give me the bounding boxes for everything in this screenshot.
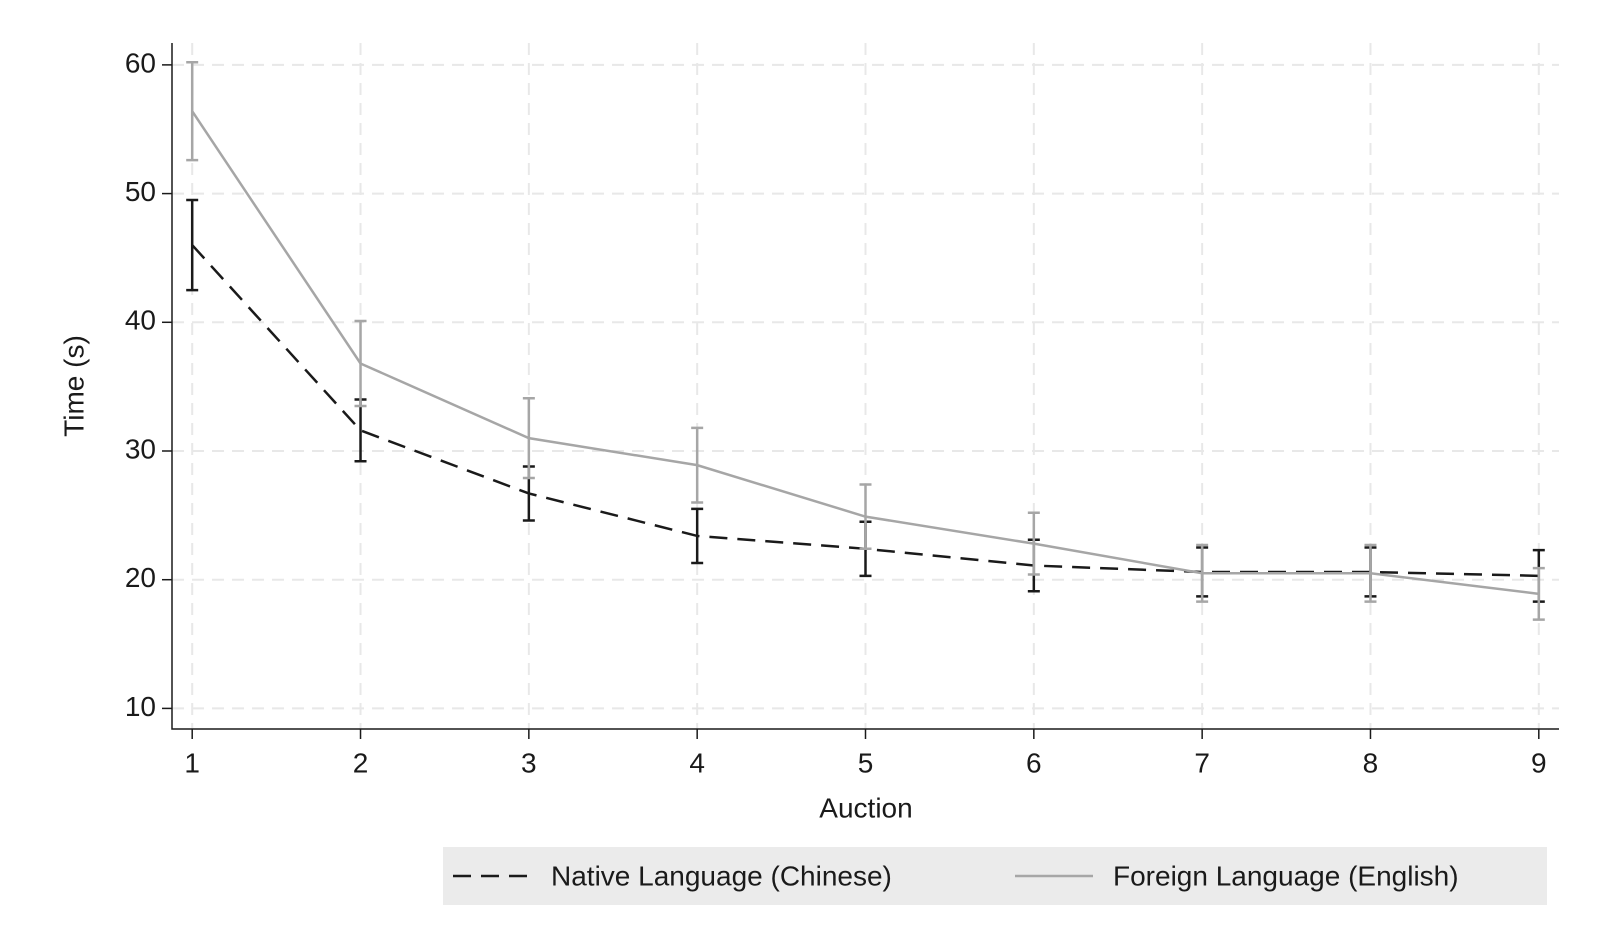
y-tick-label: 40 xyxy=(125,305,156,336)
x-tick-label: 4 xyxy=(689,747,705,778)
x-tick-label: 6 xyxy=(1026,747,1042,778)
legend-label: Foreign Language (English) xyxy=(1113,860,1459,891)
y-tick-label: 50 xyxy=(125,176,156,207)
x-tick-label: 3 xyxy=(521,747,537,778)
x-tick-label: 9 xyxy=(1531,747,1547,778)
error-bar xyxy=(186,61,199,162)
y-tick-label: 20 xyxy=(125,562,156,593)
error-bar xyxy=(186,198,199,292)
x-tick-label: 7 xyxy=(1194,747,1210,778)
axes xyxy=(171,43,1559,730)
series-line xyxy=(191,110,1539,596)
legend-box xyxy=(443,847,1547,905)
y-tick-label: 10 xyxy=(125,691,156,722)
y-tick-label: 30 xyxy=(125,433,156,464)
y-axis-title: Time (s) xyxy=(58,335,89,437)
x-tick-label: 1 xyxy=(184,747,200,778)
y-tick-label: 60 xyxy=(125,47,156,78)
legend-label: Native Language (Chinese) xyxy=(551,860,892,891)
x-tick-label: 5 xyxy=(858,747,874,778)
x-tick-label: 8 xyxy=(1363,747,1379,778)
x-axis-title: Auction xyxy=(819,792,912,823)
x-tick-label: 2 xyxy=(353,747,369,778)
